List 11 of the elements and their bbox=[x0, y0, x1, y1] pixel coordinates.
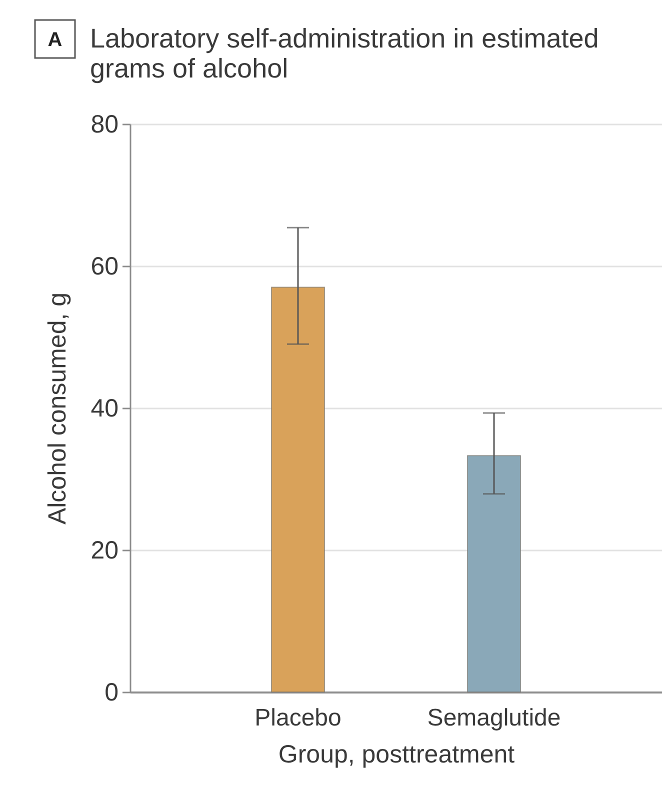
y-tick-label: 80 bbox=[90, 110, 118, 138]
text: A bbox=[48, 29, 62, 51]
x-axis-title: Group, posttreatment bbox=[278, 740, 515, 768]
y-tick-label: 60 bbox=[90, 252, 118, 280]
y-axis-title: Alcohol consumed, g bbox=[44, 292, 72, 525]
y-tick-label: 40 bbox=[90, 394, 118, 422]
x-tick-label: Placebo bbox=[254, 704, 342, 732]
chart-title: Laboratory self-administration in estimated grams of alcohol bbox=[90, 23, 599, 84]
y-tick-label: 20 bbox=[90, 536, 118, 564]
x-tick-label: Semaglutide bbox=[427, 704, 561, 732]
y-tick-label: 0 bbox=[104, 678, 118, 706]
